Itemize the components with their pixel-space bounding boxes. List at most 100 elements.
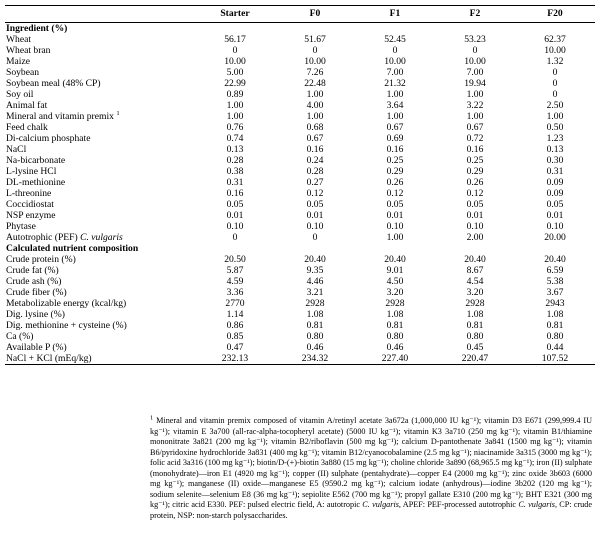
ingredient-label-text: Na-bicarbonate: [6, 155, 66, 166]
ingredient-label-text: Autotrophic (PEF): [6, 232, 78, 243]
table-cell: 0.67: [466, 122, 484, 133]
table-cell: 0.16: [466, 144, 484, 155]
table-row: L-lysine HCl 0.38 0.28 0.29 0.29 0.31: [5, 166, 595, 177]
table-row: DL-methionine 0.31 0.27 0.26 0.26 0.09: [5, 177, 595, 188]
ingredient-label: L-threonine: [5, 188, 195, 199]
ingredient-label: Mineral and vitamin premix 1: [5, 109, 195, 122]
table-cell: 0.30: [546, 155, 564, 166]
nutrient-label: Crude fiber (%): [5, 287, 195, 298]
ingredient-label-text: Animal fat: [6, 100, 48, 111]
footnote-italic-1: C. vulgaris: [362, 500, 399, 509]
table-cell: 0: [312, 232, 318, 243]
table-cell: 0.09: [546, 177, 564, 188]
nutrient-label: Crude fat (%): [5, 265, 195, 276]
footnote-text-b: , APEF: PEF-processed autotrophic: [398, 500, 517, 509]
nutrient-label-text: Ca (%): [6, 331, 34, 342]
table-cell: 0.28: [306, 166, 324, 177]
nutrient-label-text: Crude protein (%): [6, 254, 76, 265]
table-cell: 1.08: [386, 309, 404, 320]
table-cell: 0.85: [226, 331, 244, 342]
table-cell: 0.01: [546, 210, 564, 221]
table-cell: 0: [232, 232, 238, 243]
ingredient-label: Autotrophic (PEF) C. vulgaris: [5, 232, 195, 243]
table-cell: 0.46: [306, 342, 324, 353]
ingredient-label-text: Soybean meal (48% CP): [6, 78, 101, 89]
table-row: Phytase 0.10 0.10 0.10 0.10 0.10: [5, 221, 595, 232]
ingredient-label: Wheat bran: [5, 45, 195, 56]
table-cell: 5.38: [546, 276, 564, 287]
table-row: Soybean meal (48% CP) 22.99 22.48 21.32 19.9…: [5, 78, 595, 89]
ingredient-label-text: L-lysine HCl: [6, 166, 57, 177]
table-cell: 10.00: [304, 56, 326, 67]
table-row: Soy oil 0.89 1.00 1.00 1.00 0: [5, 89, 595, 100]
ingredients-section-title: Ingredient (%): [6, 23, 68, 34]
table-cell: 0: [232, 45, 238, 56]
table-cell: 20.40: [384, 254, 406, 265]
table-cell: 0.69: [386, 133, 404, 144]
table-cell: 0.29: [466, 166, 484, 177]
table-cell: 0.68: [306, 122, 324, 133]
ingredient-label: Maize: [5, 56, 195, 67]
table-cell: 1.23: [546, 133, 564, 144]
table-row: NaCl 0.13 0.16 0.16 0.16 0.13: [5, 144, 595, 155]
table-cell: 4.54: [466, 276, 484, 287]
table-cell: 0.26: [466, 177, 484, 188]
table-cell: 1.00: [466, 89, 484, 100]
table-cell: 20.40: [304, 254, 326, 265]
table-row: Crude fiber (%) 3.36 3.21 3.20 3.20 3.67: [5, 287, 595, 298]
table-cell: 0.12: [386, 188, 404, 199]
ingredient-label: Feed chalk: [5, 122, 195, 133]
table-cell: 0.67: [306, 133, 324, 144]
ingredient-label-text: L-threonine: [6, 188, 52, 199]
nutrients-section: Calculated nutrient composition: [5, 243, 595, 254]
table-cell: 4.46: [306, 276, 324, 287]
table-cell: 1.32: [546, 56, 564, 67]
table-row: L-threonine 0.16 0.12 0.12 0.12 0.09: [5, 188, 595, 199]
table-cell: 51.67: [304, 34, 326, 45]
table-cell: 1.00: [386, 89, 404, 100]
table-row: Wheat 56.17 51.67 52.45 53.23 62.37: [5, 34, 595, 45]
nutrient-label-text: Crude ash (%): [6, 276, 62, 287]
table-cell: 0.28: [226, 155, 244, 166]
table-row: Mineral and vitamin premix 1 1.00 1.00 1.00…: [5, 109, 595, 122]
table-cell: 4.50: [386, 276, 404, 287]
table-cell: 4.00: [306, 100, 324, 111]
table-cell: 3.36: [226, 287, 244, 298]
table-cell: 3.20: [386, 287, 404, 298]
table-cell: 0.31: [226, 177, 244, 188]
ingredient-label-text: Wheat bran: [6, 45, 51, 56]
ingredient-label-text: Feed chalk: [6, 122, 48, 133]
footnote-ref: 1: [116, 109, 120, 117]
table-cell: 0.16: [226, 188, 244, 199]
nutrient-label-text: Crude fiber (%): [6, 287, 67, 298]
ingredient-label-text: Soy oil: [6, 89, 34, 100]
table-cell: 0: [312, 45, 318, 56]
ingredient-label-text: NSP enzyme: [6, 210, 56, 221]
table-cell: 232.13: [195, 353, 275, 365]
ingredient-label: NSP enzyme: [5, 210, 195, 221]
footnote-marker: 1: [150, 414, 154, 422]
header-blank: [5, 5, 195, 23]
diet-composition-table: Starter F0 F1 F2 F20 Ingredient (%) Wheat…: [5, 5, 595, 365]
table-cell: 0.38: [226, 166, 244, 177]
table-cell: 10.00: [544, 45, 566, 56]
table-cell: 0.09: [546, 188, 564, 199]
ingredient-label: Animal fat: [5, 100, 195, 111]
table-cell: 0: [392, 45, 398, 56]
nutrient-label-text: Dig. lysine (%): [6, 309, 65, 320]
table-row: Wheat bran 0 0 0 0 10.00: [5, 45, 595, 56]
table-cell: 0.10: [466, 221, 484, 232]
table-cell: 0.05: [306, 199, 324, 210]
table-cell: 0.29: [386, 166, 404, 177]
table-cell: 2928: [305, 298, 325, 309]
table-cell: 0.13: [226, 144, 244, 155]
table-row: Crude ash (%) 4.59 4.46 4.50 4.54 5.38: [5, 276, 595, 287]
table-cell: 0.47: [226, 342, 244, 353]
header-f2: F2: [435, 5, 515, 23]
table-cell: 220.47: [435, 353, 515, 365]
table-cell: 0.16: [306, 144, 324, 155]
table-row: Feed chalk 0.76 0.68 0.67 0.67 0.50: [5, 122, 595, 133]
table-cell: 0.25: [386, 155, 404, 166]
table-cell: 1.00: [306, 111, 324, 122]
table-cell: 0.26: [386, 177, 404, 188]
